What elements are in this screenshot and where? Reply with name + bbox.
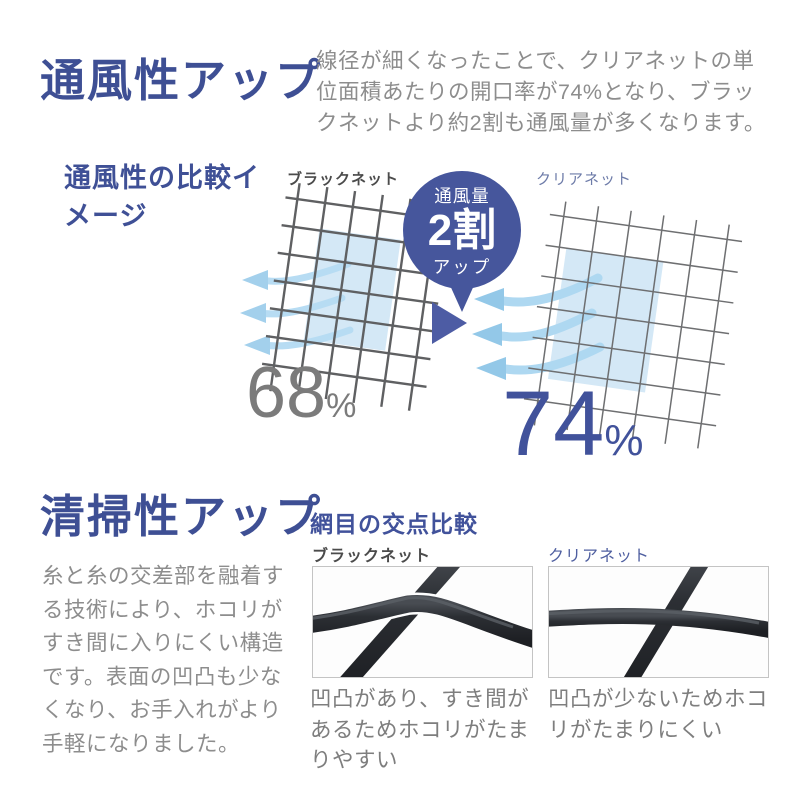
wind-arrow: [493, 273, 603, 307]
black-net-wind-arrowheads: [240, 270, 270, 355]
clear-net-grid-lines: [523, 201, 743, 449]
black-net-photo-art: [313, 567, 532, 677]
net-thread-highlight: [549, 609, 760, 625]
airflow-diagram: 通風量 2割 アップ: [240, 171, 743, 449]
wind-arrow: [260, 326, 354, 350]
wind-arrowhead-icon: [242, 270, 268, 290]
wind-arrowhead-icon: [476, 357, 506, 380]
black-net-percent-value: 68: [246, 353, 327, 433]
badge-circle: [403, 171, 521, 289]
clear-net-photo: [548, 566, 769, 678]
airflow-badge: 通風量 2割 アップ: [403, 171, 521, 312]
clear-net-photo-caption: 凹凸が少ないためホコリがたまりにくい: [548, 687, 769, 742]
clear-net-label: クリアネット: [536, 171, 633, 188]
net-thread: [340, 567, 460, 677]
badge-line1: 通風量: [434, 186, 490, 206]
wind-arrowhead-icon: [244, 335, 270, 355]
net-thread: [313, 594, 532, 648]
percent-sign: %: [326, 387, 357, 425]
wind-arrowhead-icon: [472, 323, 502, 346]
clear-net-grid: [547, 248, 664, 393]
black-net-photo: [312, 566, 533, 678]
clear-net-photo-label: クリアネット: [548, 548, 651, 565]
clear-net-highlight: [547, 248, 664, 393]
black-net-percent: 68%: [246, 352, 356, 434]
black-net-photo-label: ブラックネット: [312, 548, 432, 565]
cleaning-description: 糸と糸の交差部を融着する技術により、ホコリがすき間に入りにくい構造です。表面の凹…: [42, 564, 285, 756]
badge-line2: 2割: [428, 206, 496, 255]
wind-arrowhead-icon: [474, 288, 504, 311]
clear-net-wind-arrowheads: [472, 288, 506, 380]
clear-net-photo-art: [549, 567, 768, 677]
comparison-subtitle: 通風性の比較イメージ: [64, 163, 260, 231]
airflow-section-title: 通風性アップ: [40, 55, 323, 106]
net-thread: [549, 608, 768, 638]
intersection-comparison-title: 網目の交点比較: [310, 511, 478, 537]
net-thread-highlight: [313, 596, 514, 629]
black-net-label: ブラックネット: [287, 171, 400, 188]
wind-arrowhead-icon: [240, 303, 266, 323]
wind-arrow: [491, 308, 597, 342]
clear-net-percent-value: 74: [502, 373, 605, 475]
badge-line3: アップ: [433, 257, 492, 277]
clear-net-percent: 74%: [502, 372, 643, 477]
play-triangle-icon: [432, 302, 467, 344]
cleaning-section-title: 清掃性アップ: [40, 491, 323, 542]
airflow-description: 線径が細くなったことで、クリアネットの単位面積あたりの開口率が74%となり、ブラ…: [316, 49, 766, 135]
percent-sign: %: [604, 416, 644, 465]
black-net-grid-lines: [261, 183, 451, 411]
black-net-photo-caption: 凹凸があり、すき間があるためホコリがたまりやすい: [310, 687, 530, 773]
